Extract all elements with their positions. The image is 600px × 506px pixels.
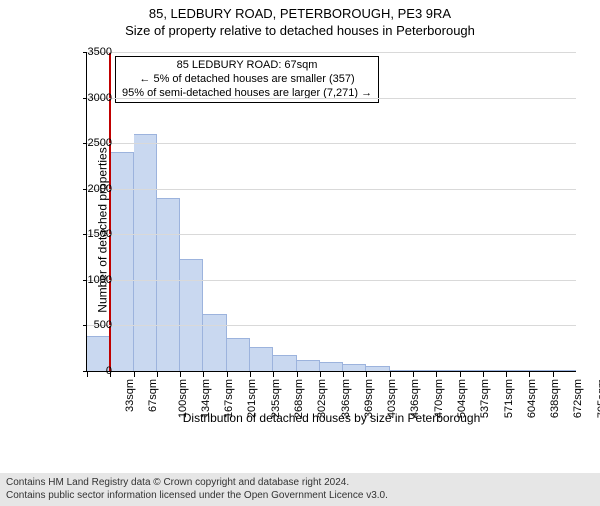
bar — [460, 370, 483, 371]
bar — [134, 134, 157, 371]
bar — [273, 355, 296, 371]
xtick-mark — [413, 371, 414, 377]
xtick-mark — [180, 371, 181, 377]
annotation-box: 85 LEDBURY ROAD: 67sqm ← 5% of detached … — [115, 56, 379, 103]
xtick-mark — [87, 371, 88, 377]
bar — [413, 370, 436, 371]
xtick-mark — [273, 371, 274, 377]
chart-area: Number of detached properties 85 LEDBURY… — [56, 52, 576, 408]
plot-area: 85 LEDBURY ROAD: 67sqm ← 5% of detached … — [86, 52, 576, 372]
xtick-mark — [506, 371, 507, 377]
xtick-label: 504sqm — [456, 379, 468, 418]
annotation-line-2: ← 5% of detached houses are smaller (357… — [122, 73, 372, 87]
bar — [180, 259, 203, 371]
footer-line-2: Contains public sector information licen… — [6, 490, 594, 503]
ytick-label: 500 — [72, 319, 112, 331]
ytick-label: 3000 — [72, 92, 112, 104]
xtick-label: 134sqm — [200, 379, 212, 418]
xtick-label: 571sqm — [503, 379, 515, 418]
xtick-label: 167sqm — [223, 379, 235, 418]
xtick-label: 33sqm — [124, 379, 136, 412]
bar — [320, 362, 343, 371]
xtick-mark — [110, 371, 111, 377]
xtick-mark — [227, 371, 228, 377]
xtick-mark — [250, 371, 251, 377]
ytick-label: 1500 — [72, 228, 112, 240]
xtick-label: 369sqm — [363, 379, 375, 418]
xtick-label: 705sqm — [596, 379, 600, 418]
bar — [110, 152, 133, 371]
page-title: 85, LEDBURY ROAD, PETERBOROUGH, PE3 9RA — [0, 6, 600, 21]
bar — [506, 370, 529, 371]
annotation-line-1: 85 LEDBURY ROAD: 67sqm — [122, 59, 372, 73]
xtick-mark — [529, 371, 530, 377]
bar — [343, 364, 366, 371]
xtick-label: 604sqm — [526, 379, 538, 418]
bar — [250, 347, 273, 371]
xtick-mark — [134, 371, 135, 377]
xtick-mark — [320, 371, 321, 377]
xtick-mark — [203, 371, 204, 377]
gridline — [87, 52, 576, 53]
ytick-label: 1000 — [72, 274, 112, 286]
gridline — [87, 325, 576, 326]
xtick-label: 470sqm — [433, 379, 445, 418]
xtick-mark — [157, 371, 158, 377]
bar — [227, 338, 250, 371]
ytick-label: 2500 — [72, 137, 112, 149]
gridline — [87, 189, 576, 190]
xtick-label: 302sqm — [316, 379, 328, 418]
xtick-mark — [460, 371, 461, 377]
bar — [366, 366, 389, 371]
xtick-label: 336sqm — [340, 379, 352, 418]
xtick-label: 638sqm — [549, 379, 561, 418]
ytick-label: 2000 — [72, 183, 112, 195]
footer: Contains HM Land Registry data © Crown c… — [0, 473, 600, 506]
xtick-label: 672sqm — [573, 379, 585, 418]
bar — [553, 370, 576, 371]
xtick-label: 268sqm — [293, 379, 305, 418]
bar — [203, 314, 226, 371]
ytick-label: 0 — [72, 365, 112, 377]
xtick-label: 201sqm — [247, 379, 259, 418]
xtick-mark — [390, 371, 391, 377]
bar — [390, 370, 413, 371]
xtick-label: 67sqm — [147, 379, 159, 412]
xtick-label: 537sqm — [479, 379, 491, 418]
bar — [297, 360, 320, 371]
bar — [483, 370, 506, 371]
bar — [436, 370, 459, 371]
footer-line-1: Contains HM Land Registry data © Crown c… — [6, 477, 594, 490]
xtick-mark — [343, 371, 344, 377]
bar — [529, 370, 552, 371]
gridline — [87, 280, 576, 281]
xtick-label: 403sqm — [386, 379, 398, 418]
xtick-mark — [553, 371, 554, 377]
xtick-mark — [436, 371, 437, 377]
xtick-mark — [366, 371, 367, 377]
xtick-label: 436sqm — [410, 379, 422, 418]
xtick-label: 235sqm — [270, 379, 282, 418]
xtick-label: 100sqm — [177, 379, 189, 418]
xtick-mark — [483, 371, 484, 377]
gridline — [87, 143, 576, 144]
ytick-label: 3500 — [72, 46, 112, 58]
page-subtitle: Size of property relative to detached ho… — [0, 23, 600, 38]
xtick-mark — [297, 371, 298, 377]
gridline — [87, 98, 576, 99]
chart-container: 85, LEDBURY ROAD, PETERBOROUGH, PE3 9RA … — [0, 6, 600, 506]
gridline — [87, 234, 576, 235]
bar — [157, 198, 180, 371]
